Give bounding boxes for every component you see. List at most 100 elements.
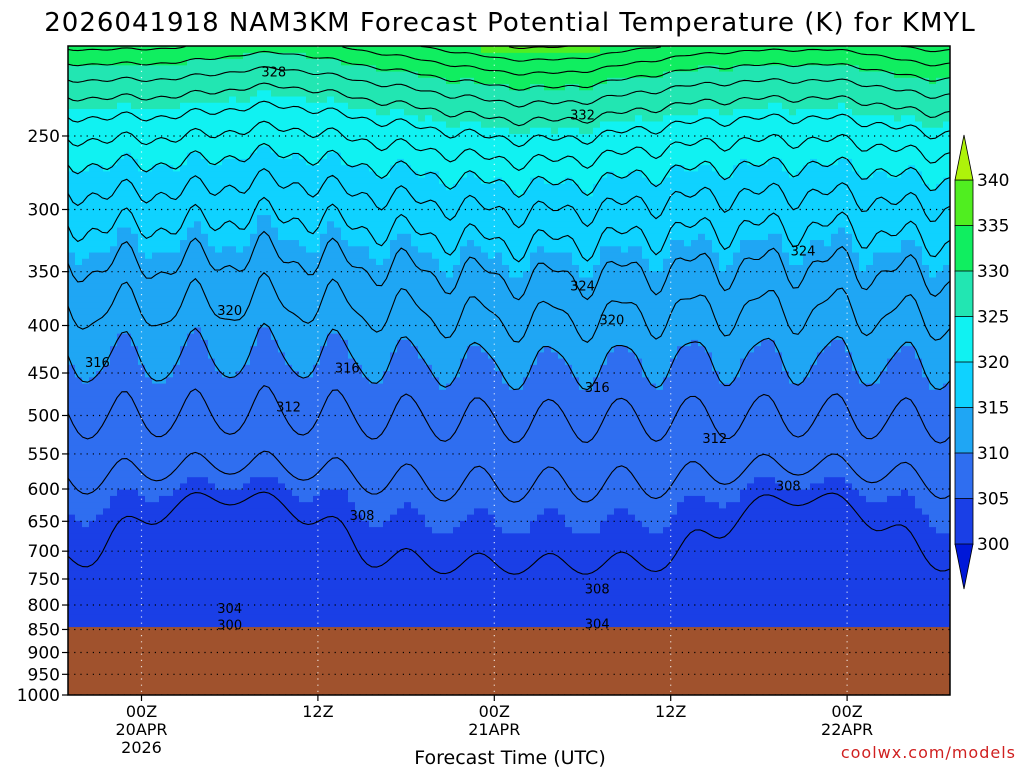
- theta-cell: [75, 258, 83, 265]
- theta-cell: [376, 333, 384, 340]
- theta-cell: [103, 495, 111, 502]
- theta-cell: [341, 420, 349, 427]
- theta-cell: [348, 395, 356, 402]
- theta-cell: [327, 165, 335, 172]
- theta-cell: [152, 558, 160, 565]
- theta-cell: [292, 608, 300, 615]
- theta-cell: [383, 402, 391, 409]
- theta-cell: [131, 383, 139, 390]
- theta-cell: [89, 264, 97, 271]
- theta-cell: [166, 289, 174, 296]
- theta-cell: [96, 233, 104, 240]
- theta-cell: [278, 140, 286, 147]
- theta-cell: [229, 508, 237, 515]
- theta-cell: [159, 608, 167, 615]
- theta-cell: [117, 196, 125, 203]
- theta-cell: [390, 171, 398, 178]
- theta-cell: [117, 339, 125, 346]
- theta-cell: [229, 576, 237, 583]
- theta-cell: [229, 165, 237, 172]
- theta-cell: [222, 352, 230, 359]
- theta-cell: [68, 333, 76, 340]
- theta-cell: [117, 140, 125, 147]
- theta-cell: [313, 452, 321, 459]
- theta-cell: [229, 246, 237, 253]
- theta-cell: [145, 214, 153, 221]
- theta-cell: [159, 327, 167, 334]
- theta-cell: [68, 183, 76, 190]
- theta-cell: [152, 389, 160, 396]
- theta-cell: [390, 71, 398, 78]
- theta-cell: [201, 383, 209, 390]
- theta-cell: [292, 296, 300, 303]
- theta-cell: [215, 483, 223, 490]
- theta-cell: [306, 171, 314, 178]
- theta-cell: [285, 439, 293, 446]
- theta-cell: [131, 271, 139, 278]
- theta-cell: [215, 477, 223, 484]
- theta-cell: [103, 133, 111, 140]
- theta-cell: [215, 564, 223, 571]
- theta-cell: [166, 71, 174, 78]
- theta-cell: [222, 202, 230, 209]
- theta-cell: [250, 308, 258, 315]
- theta-cell: [250, 427, 258, 434]
- theta-cell: [208, 551, 216, 558]
- theta-cell: [152, 583, 160, 590]
- theta-cell: [390, 452, 398, 459]
- theta-cell: [369, 576, 377, 583]
- theta-cell: [159, 495, 167, 502]
- theta-cell: [243, 477, 251, 484]
- theta-cell: [96, 514, 104, 521]
- theta-cell: [285, 214, 293, 221]
- theta-cell: [341, 551, 349, 558]
- theta-cell: [187, 439, 195, 446]
- theta-cell: [292, 264, 300, 271]
- theta-cell: [117, 558, 125, 565]
- theta-cell: [75, 227, 83, 234]
- theta-cell: [145, 71, 153, 78]
- theta-cell: [166, 383, 174, 390]
- theta-cell: [348, 271, 356, 278]
- theta-cell: [271, 321, 279, 328]
- theta-cell: [96, 239, 104, 246]
- theta-cell: [152, 339, 160, 346]
- theta-cell: [187, 271, 195, 278]
- theta-cell: [82, 533, 90, 540]
- theta-cell: [341, 408, 349, 415]
- theta-cell: [369, 302, 377, 309]
- theta-cell: [201, 202, 209, 209]
- theta-cell: [236, 445, 244, 452]
- theta-cell: [383, 527, 391, 534]
- theta-cell: [271, 527, 279, 534]
- theta-cell: [264, 470, 272, 477]
- theta-cell: [341, 165, 349, 172]
- theta-cell: [117, 171, 125, 178]
- theta-cell: [194, 58, 202, 65]
- theta-cell: [131, 196, 139, 203]
- theta-cell: [89, 314, 97, 321]
- theta-cell: [75, 420, 83, 427]
- theta-cell: [278, 527, 286, 534]
- theta-cell: [257, 508, 265, 515]
- theta-cell: [299, 252, 307, 259]
- theta-cell: [89, 389, 97, 396]
- theta-cell: [222, 333, 230, 340]
- theta-cell: [369, 589, 377, 596]
- theta-cell: [194, 377, 202, 384]
- theta-cell: [362, 183, 370, 190]
- theta-cell: [103, 83, 111, 90]
- theta-cell: [152, 108, 160, 115]
- theta-cell: [285, 146, 293, 153]
- theta-cell: [145, 614, 153, 621]
- theta-cell: [355, 96, 363, 103]
- theta-cell: [257, 171, 265, 178]
- theta-cell: [236, 527, 244, 534]
- theta-cell: [82, 608, 90, 615]
- theta-cell: [117, 439, 125, 446]
- theta-cell: [110, 177, 118, 184]
- theta-cell: [180, 445, 188, 452]
- theta-cell: [173, 402, 181, 409]
- theta-cell: [166, 527, 174, 534]
- theta-cell: [194, 308, 202, 315]
